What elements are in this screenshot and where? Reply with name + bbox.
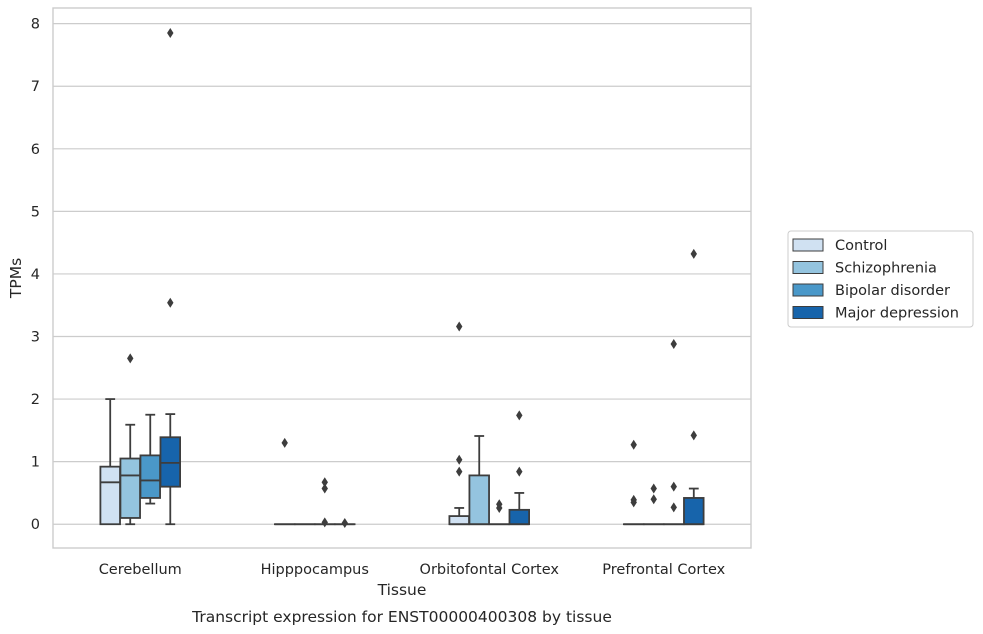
box-control-1 — [274, 437, 296, 526]
outlier-point — [167, 28, 174, 39]
x-tick-label: Prefrontal Cortex — [602, 562, 725, 578]
legend-label: Bipolar disorder — [835, 283, 950, 299]
box-major-depression-2 — [508, 410, 530, 526]
outlier-point — [167, 297, 174, 308]
legend-swatch — [792, 238, 824, 252]
outlier-point — [670, 481, 677, 492]
y-tick-label: 0 — [31, 517, 40, 533]
y-tick-labels: 0 1 2 3 4 5 6 7 8 — [31, 17, 40, 534]
x-tick-labels: Cerebellum Hipppocampus Orbitofontal Corte… — [99, 562, 726, 578]
plot-area-frame — [52, 7, 752, 549]
outlier-point — [127, 353, 134, 364]
box-iqr — [683, 497, 705, 526]
outlier-point — [670, 502, 677, 513]
box-iqr — [508, 508, 530, 526]
outlier-point — [321, 517, 328, 528]
legend-label: Control — [835, 238, 887, 254]
x-tick-label: Cerebellum — [99, 562, 182, 578]
outlier-point — [690, 248, 697, 259]
legend-swatch — [792, 306, 824, 319]
box-bipolar-disorder-2 — [488, 499, 510, 526]
box-iqr — [99, 465, 121, 526]
y-tick-label: 3 — [31, 330, 40, 346]
outlier-point — [321, 483, 328, 494]
legend-label: Schizophrenia — [835, 261, 937, 277]
outlier-point — [516, 466, 523, 477]
y-tick-label: 1 — [31, 455, 40, 471]
box-iqr — [119, 457, 141, 519]
legend-swatch — [792, 261, 824, 274]
outlier-point — [650, 494, 657, 505]
y-tick-label: 6 — [31, 142, 40, 158]
box-bipolar-disorder-1 — [314, 477, 336, 528]
legend-label: Major depression — [835, 306, 959, 322]
legend-frame — [787, 230, 974, 328]
box-schizophrenia-2 — [468, 435, 490, 526]
figure-caption: Transcript expression for ENST0000040030… — [191, 608, 612, 626]
box-control-3 — [623, 439, 645, 526]
grid-lines — [53, 23, 751, 525]
outlier-point — [516, 410, 523, 421]
box-bipolar-disorder-0 — [139, 413, 161, 505]
outlier-point — [321, 477, 328, 488]
y-axis-title: TPMs — [7, 258, 25, 299]
x-tick-label: Hipppocampus — [261, 562, 369, 578]
outlier-point — [630, 494, 637, 505]
y-tick-label: 8 — [31, 17, 40, 33]
y-tick-label: 2 — [31, 392, 40, 408]
outlier-point — [281, 437, 288, 448]
box-major-depression-3 — [683, 248, 705, 526]
box-schizophrenia-0 — [119, 353, 141, 526]
box-layer — [99, 28, 705, 528]
box-iqr — [448, 515, 470, 526]
box-iqr — [468, 474, 490, 526]
box-iqr — [139, 454, 161, 499]
outlier-point — [650, 483, 657, 494]
legend-swatch — [792, 283, 824, 297]
y-tick-label: 4 — [31, 267, 40, 283]
legend: Control Schizophrenia Bipolar disorder Majo… — [787, 230, 974, 328]
y-tick-label: 5 — [31, 204, 40, 220]
outlier-point — [690, 430, 697, 441]
outlier-point — [456, 466, 463, 477]
outlier-point — [456, 454, 463, 465]
outlier-point — [456, 321, 463, 332]
x-axis-title: Tissue — [377, 581, 427, 599]
box-major-depression-1 — [334, 517, 356, 528]
y-tick-label: 7 — [31, 79, 40, 95]
outlier-point — [670, 339, 677, 350]
box-iqr — [159, 436, 181, 488]
outlier-point — [630, 439, 637, 450]
box-major-depression-0 — [159, 28, 181, 526]
box-schizophrenia-3 — [643, 483, 665, 526]
outlier-point — [496, 499, 503, 510]
outlier-point — [341, 517, 348, 528]
x-tick-label: Orbitofontal Cortex — [420, 562, 560, 578]
box-bipolar-disorder-3 — [663, 339, 685, 526]
box-control-2 — [448, 321, 470, 526]
